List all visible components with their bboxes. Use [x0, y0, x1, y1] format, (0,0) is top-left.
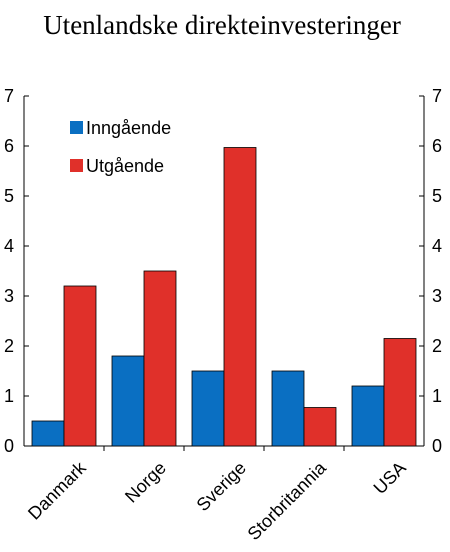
y-tick-label-right: 0 — [432, 436, 442, 456]
legend-swatch-utg-ende — [70, 159, 83, 172]
y-tick-label-left: 2 — [4, 336, 14, 356]
bar-utg-ende-usa — [383, 338, 417, 447]
legend: Inngående Utgående — [70, 118, 171, 176]
y-tick-label-right: 3 — [432, 286, 442, 306]
bar-utg-ende-sverige — [223, 147, 257, 447]
bar-inng-ende-danmark — [31, 420, 65, 447]
y-tick-label-left: 7 — [4, 86, 14, 106]
chart-title: Utenlandske direkteinvesteringer — [43, 10, 401, 40]
legend-label: Utgående — [86, 156, 164, 176]
bar-inng-ende-norge — [111, 355, 145, 447]
legend-label: Inngående — [86, 118, 171, 138]
y-tick-label-left: 0 — [4, 436, 14, 456]
y-tick-label-left: 3 — [4, 286, 14, 306]
y-tick-label-right: 4 — [432, 236, 442, 256]
y-tick-label-right: 5 — [432, 186, 442, 206]
category-label: USA — [370, 458, 410, 498]
bars — [31, 147, 417, 447]
bar-utg-ende-norge — [143, 270, 177, 447]
category-label: Norge — [121, 458, 170, 507]
bar-utg-ende-storbritannia — [303, 407, 337, 447]
bar-inng-ende-sverige — [191, 370, 225, 447]
bar-utg-ende-danmark — [63, 285, 97, 447]
category-label: Storbritannia — [244, 457, 331, 544]
y-tick-label-left: 1 — [4, 386, 14, 406]
y-tick-label-right: 2 — [432, 336, 442, 356]
bar-inng-ende-storbritannia — [271, 370, 305, 447]
y-tick-label-right: 1 — [432, 386, 442, 406]
y-tick-label-left: 5 — [4, 186, 14, 206]
legend-swatch-inng-ende — [70, 121, 83, 134]
y-tick-label-left: 6 — [4, 136, 14, 156]
bar-inng-ende-usa — [351, 385, 385, 447]
y-tick-label-left: 4 — [4, 236, 14, 256]
category-label: Danmark — [24, 457, 90, 523]
y-tick-label-right: 7 — [432, 86, 442, 106]
y-tick-label-right: 6 — [432, 136, 442, 156]
category-label: Sverige — [193, 458, 250, 515]
